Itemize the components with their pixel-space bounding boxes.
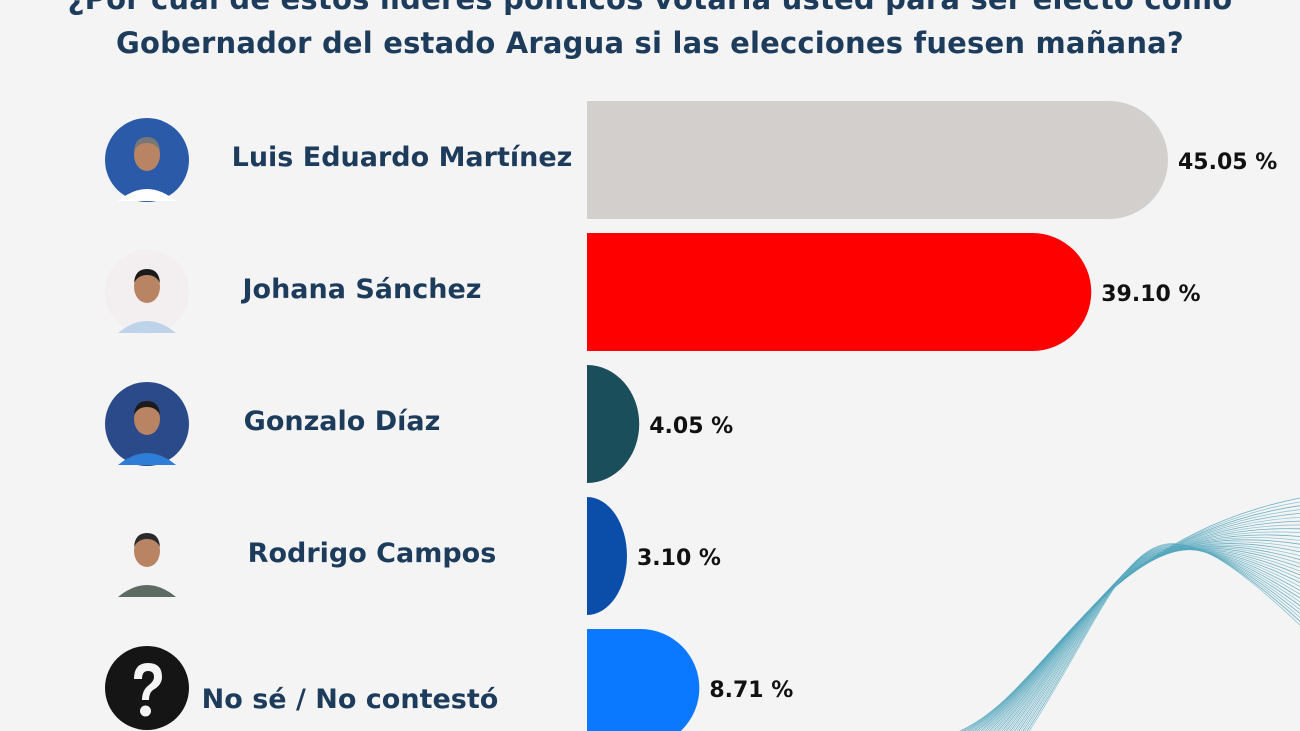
bar — [587, 365, 640, 483]
decorative-wave-line — [1028, 543, 1300, 731]
candidate-photo-icon — [105, 514, 189, 598]
bar — [587, 629, 700, 731]
bar — [587, 497, 627, 615]
decorative-wave-line — [1026, 544, 1300, 731]
decorative-wave-line — [1016, 547, 1300, 731]
bar-value-label: 8.71 % — [709, 678, 793, 703]
candidate-photo-icon — [105, 250, 189, 334]
bar — [587, 233, 1092, 351]
decorative-wave-line — [1018, 547, 1300, 731]
chart-title-line-2: Gobernador del estado Aragua si las elec… — [116, 26, 1184, 60]
candidate-photo-icon — [105, 382, 189, 466]
question-mark-icon — [105, 646, 189, 730]
candidate-name: No sé / No contestó — [201, 684, 499, 715]
chart-title-line-1: ¿Por cuál de estos líderes políticos vot… — [0, 0, 1300, 16]
candidate-photo-icon — [105, 118, 189, 202]
decorative-wave-line — [1020, 546, 1300, 731]
decorative-wave-line — [1024, 544, 1300, 731]
bar — [587, 101, 1168, 219]
bar-value-label: 39.10 % — [1101, 282, 1200, 307]
decorative-wave-lines — [959, 497, 1300, 731]
candidate-name: Rodrigo Campos — [247, 538, 497, 569]
candidate-name: Johana Sánchez — [242, 274, 482, 305]
bar-value-label: 3.10 % — [637, 546, 721, 571]
bar-value-label: 45.05 % — [1178, 150, 1277, 175]
decorative-wave-line — [1022, 545, 1300, 731]
candidate-name: Luis Eduardo Martínez — [231, 142, 573, 173]
candidate-name: Gonzalo Díaz — [243, 406, 441, 437]
bar-value-label: 4.05 % — [649, 414, 733, 439]
